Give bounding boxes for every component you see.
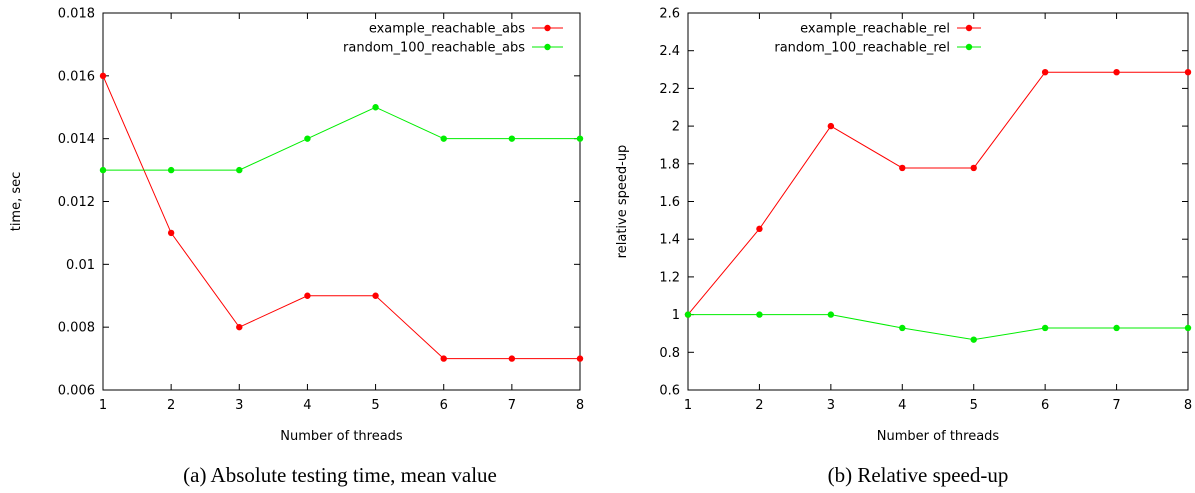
x-tick-label: 7 <box>508 398 516 413</box>
legend-label: random_100_reachable_rel <box>774 41 950 56</box>
data-point-random_100_reachable_rel <box>756 311 763 318</box>
y-tick-label: 1 <box>672 308 680 323</box>
x-tick-label: 5 <box>970 398 978 413</box>
x-axis-label: Number of threads <box>877 429 1000 444</box>
plot-frame <box>102 12 581 391</box>
data-point-random_100_reachable_abs <box>167 166 175 174</box>
y-tick-label: 2.2 <box>659 82 680 97</box>
data-point-random_100_reachable_rel <box>827 311 835 318</box>
y-tick-label: 0.014 <box>58 132 95 147</box>
legend-label: example_reachable_rel <box>800 22 950 37</box>
legend-marker <box>965 43 973 51</box>
y-tick-label: 1.8 <box>659 157 680 172</box>
series-line-random_100_reachable_abs <box>103 106 580 171</box>
legend-marker <box>544 43 551 51</box>
chart-relative-speedup: 0.6 0.8 1 1.2 1.4 1.6 1.8 2 2.2 2.4 2.6 1 2 3 4 5 6 7 8 Num… <box>615 7 1192 488</box>
y-tick-label: 1.6 <box>659 195 680 210</box>
figure-caption: (b) Relative speed-up <box>828 463 1009 487</box>
data-point-random_100_reachable_rel <box>1184 324 1192 332</box>
data-point-example_reachable_abs <box>372 292 379 299</box>
y-tick-label: 0.8 <box>659 346 680 361</box>
x-tick-label: 1 <box>99 398 107 413</box>
y-tick-label: 1.2 <box>659 270 680 285</box>
x-tick-label: 3 <box>235 398 243 413</box>
data-point-random_100_reachable_abs <box>372 104 379 111</box>
x-tick-label: 6 <box>440 398 448 413</box>
data-point-random_100_reachable_abs <box>304 135 311 142</box>
x-tick-label: 4 <box>303 398 311 413</box>
x-tick-label: 8 <box>576 398 584 413</box>
data-point-example_reachable_rel <box>756 225 763 233</box>
legend-label: random_100_reachable_abs <box>343 41 525 56</box>
data-point-random_100_reachable_abs <box>99 166 107 174</box>
data-point-random_100_reachable_rel <box>1113 324 1120 332</box>
x-tick-label: 3 <box>827 398 835 413</box>
data-point-example_reachable_rel <box>899 164 906 172</box>
data-point-random_100_reachable_rel <box>899 324 906 332</box>
x-axis-label: Number of threads <box>280 429 403 444</box>
legend-marker <box>965 24 973 32</box>
data-point-random_100_reachable_abs <box>576 135 584 142</box>
data-point-example_reachable_abs <box>167 229 175 237</box>
data-point-random_100_reachable_abs <box>440 135 447 142</box>
data-point-example_reachable_abs <box>304 292 311 299</box>
series-line-example_reachable_abs <box>102 75 580 360</box>
x-tick-label: 4 <box>898 398 906 413</box>
data-point-random_100_reachable_rel <box>970 336 977 343</box>
chart-absolute-time: 0.006 0.008 0.01 0.012 0.014 0.016 0.018 1 2 3 4 5 6… <box>9 7 584 488</box>
figure-caption: (a) Absolute testing time, mean value <box>183 463 497 487</box>
series-line-random_100_reachable_rel <box>688 314 1188 341</box>
data-point-random_100_reachable_rel <box>1041 324 1049 332</box>
data-point-example_reachable_rel <box>1184 68 1192 76</box>
data-point-example_reachable_abs <box>99 72 107 80</box>
data-point-example_reachable_abs <box>576 355 584 362</box>
data-point-random_100_reachable_abs <box>508 135 516 142</box>
data-point-example_reachable_rel <box>1041 68 1049 76</box>
y-tick-label: 2 <box>672 120 680 135</box>
series-line-example_reachable_rel <box>687 71 1188 315</box>
x-tick-label: 6 <box>1041 398 1049 413</box>
y-axis-label: time, sec <box>9 172 24 232</box>
data-point-example_reachable_rel <box>970 164 977 172</box>
data-point-random_100_reachable_abs <box>236 166 243 174</box>
y-tick-label: 0.01 <box>66 258 95 273</box>
data-point-example_reachable_abs <box>440 355 447 362</box>
y-tick-label: 0.006 <box>58 384 95 399</box>
x-tick-label: 2 <box>755 398 763 413</box>
data-point-example_reachable_abs <box>236 323 243 331</box>
x-tick-label: 5 <box>371 398 379 413</box>
y-tick-label: 0.008 <box>58 321 95 336</box>
y-tick-label: 0.016 <box>58 69 95 84</box>
x-tick-label: 7 <box>1112 398 1120 413</box>
data-point-random_100_reachable_rel <box>684 311 692 318</box>
y-axis-label: relative speed-up <box>615 145 630 259</box>
y-tick-label: 1.4 <box>659 233 680 248</box>
x-tick-label: 8 <box>1184 398 1192 413</box>
legend-label: example_reachable_abs <box>369 22 525 37</box>
data-point-example_reachable_abs <box>508 355 516 362</box>
x-tick-label: 2 <box>167 398 175 413</box>
y-tick-label: 0.018 <box>58 7 95 22</box>
y-tick-label: 2.4 <box>659 44 680 59</box>
data-point-example_reachable_rel <box>1113 68 1120 76</box>
x-tick-label: 1 <box>684 398 692 413</box>
y-tick-label: 0.012 <box>58 195 95 210</box>
legend-marker <box>544 24 551 32</box>
y-tick-label: 0.6 <box>659 384 680 399</box>
y-tick-label: 2.6 <box>659 7 680 22</box>
data-point-example_reachable_rel <box>827 122 835 130</box>
